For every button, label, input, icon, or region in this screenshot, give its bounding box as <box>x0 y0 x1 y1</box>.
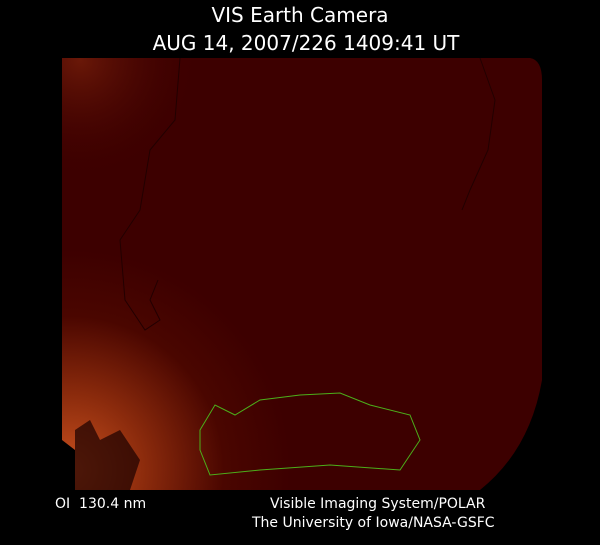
timestamp: AUG 14, 2007/226 1409:41 UT <box>153 31 461 55</box>
coastline-antarctica <box>199 392 421 476</box>
airglow <box>62 58 200 200</box>
title: VIS Earth Camera <box>211 3 388 27</box>
coastline-africa <box>461 57 496 211</box>
coastline-south-america <box>119 57 181 331</box>
credit-line: The University of Iowa/NASA-GSFC <box>251 515 495 531</box>
dark-patch <box>75 420 140 490</box>
credit-line: Visible Imaging System/POLAR <box>270 496 486 512</box>
filter-label: OI 130.4 nm <box>55 496 146 512</box>
